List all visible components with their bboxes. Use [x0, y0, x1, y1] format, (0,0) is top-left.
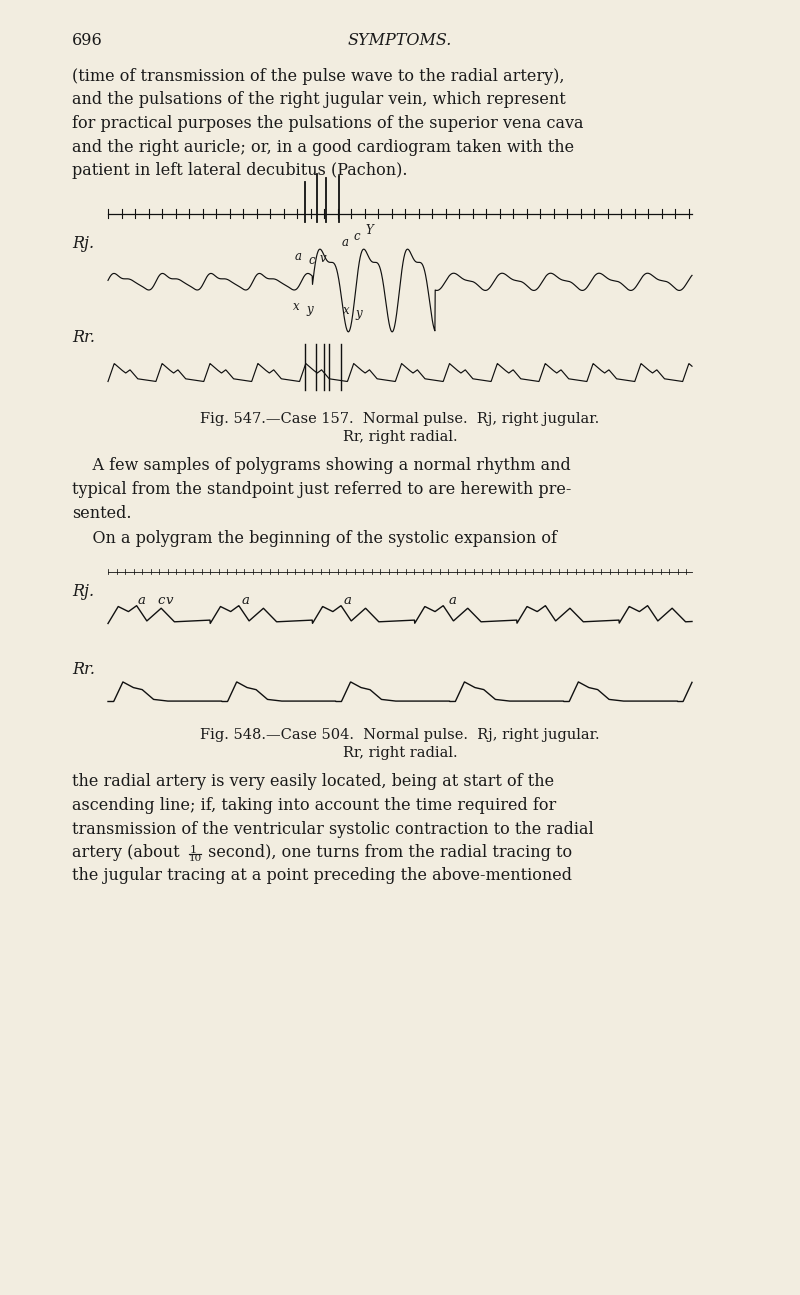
Text: c: c	[158, 593, 165, 606]
Text: 696: 696	[72, 32, 102, 49]
Text: Rj.: Rj.	[72, 584, 94, 601]
Text: a: a	[138, 593, 145, 606]
Text: Rj.: Rj.	[72, 236, 94, 253]
Text: c: c	[309, 255, 315, 268]
Text: second), one turns from the radial tracing to: second), one turns from the radial traci…	[203, 844, 572, 861]
Text: (time of transmission of the pulse wave to the radial artery),: (time of transmission of the pulse wave …	[72, 69, 565, 85]
Text: v: v	[166, 593, 174, 606]
Text: 10: 10	[189, 853, 202, 862]
Text: On a polygram the beginning of the systolic expansion of: On a polygram the beginning of the systo…	[72, 530, 557, 546]
Text: 1: 1	[190, 846, 197, 855]
Text: Fig. 547.—Case 157.  Normal pulse.  Rj, right jugular.: Fig. 547.—Case 157. Normal pulse. Rj, ri…	[200, 412, 600, 426]
Text: x: x	[342, 303, 350, 316]
Text: and the right auricle; or, in a good cardiogram taken with the: and the right auricle; or, in a good car…	[72, 139, 574, 155]
Text: y: y	[356, 307, 362, 320]
Text: the jugular tracing at a point preceding the above-mentioned: the jugular tracing at a point preceding…	[72, 868, 572, 884]
Text: y: y	[307, 303, 314, 316]
Text: typical from the standpoint just referred to are herewith pre-: typical from the standpoint just referre…	[72, 480, 571, 499]
Text: a: a	[242, 593, 250, 606]
Text: artery (about: artery (about	[72, 844, 185, 861]
Text: transmission of the ventricular systolic contraction to the radial: transmission of the ventricular systolic…	[72, 821, 594, 838]
Text: ascending line; if, taking into account the time required for: ascending line; if, taking into account …	[72, 796, 556, 815]
Text: c: c	[354, 229, 360, 242]
Text: Rr.: Rr.	[72, 662, 95, 679]
Text: for practical purposes the pulsations of the superior vena cava: for practical purposes the pulsations of…	[72, 115, 583, 132]
Text: a: a	[344, 593, 351, 606]
Text: a: a	[295, 250, 302, 263]
Text: sented.: sented.	[72, 505, 131, 522]
Text: v: v	[320, 251, 326, 264]
Text: Fig. 548.—Case 504.  Normal pulse.  Rj, right jugular.: Fig. 548.—Case 504. Normal pulse. Rj, ri…	[200, 728, 600, 742]
Text: x: x	[293, 299, 299, 312]
Text: Rr, right radial.: Rr, right radial.	[342, 430, 458, 443]
Text: a: a	[342, 237, 349, 250]
Text: a: a	[449, 593, 457, 606]
Text: Rr, right radial.: Rr, right radial.	[342, 746, 458, 759]
Text: and the pulsations of the right jugular vein, which represent: and the pulsations of the right jugular …	[72, 92, 566, 109]
Text: Y: Y	[366, 224, 374, 237]
Text: Rr.: Rr.	[72, 329, 95, 347]
Text: the radial artery is very easily located, being at start of the: the radial artery is very easily located…	[72, 773, 554, 790]
Text: A few samples of polygrams showing a normal rhythm and: A few samples of polygrams showing a nor…	[72, 457, 570, 474]
Text: patient in left lateral decubitus (Pachon).: patient in left lateral decubitus (Pacho…	[72, 162, 407, 179]
Text: SYMPTOMS.: SYMPTOMS.	[348, 32, 452, 49]
